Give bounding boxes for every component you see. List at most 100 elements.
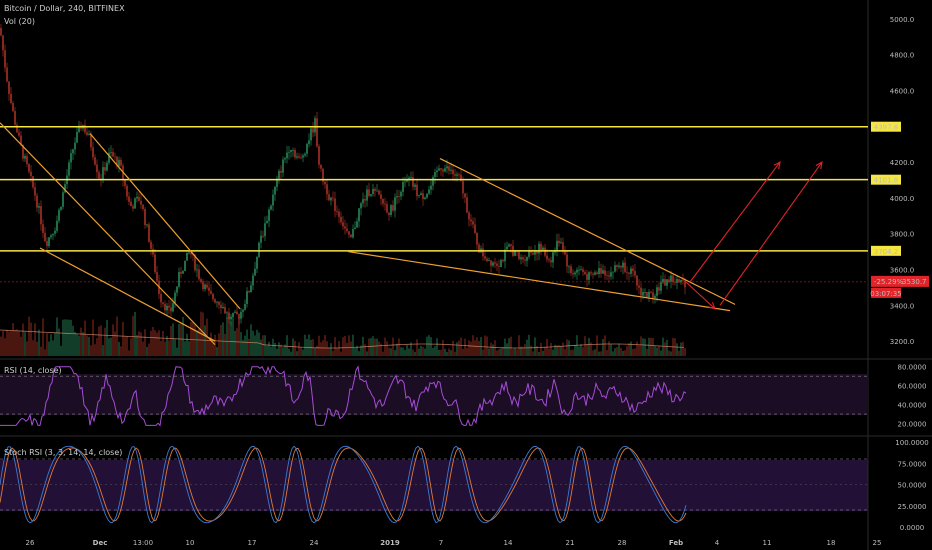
volume-bar [516,349,518,356]
candle-body [24,156,26,159]
candle-body [202,281,204,290]
volume-bar [174,339,176,356]
candle-body [98,172,100,179]
horizontal-levels [0,125,868,283]
candle-body [168,305,170,308]
x-axis-tick-label: 13:00 [133,539,153,547]
candle-body [52,233,54,236]
volume-bar [8,331,10,356]
candle-body [540,243,542,251]
price-change-label: -25.29% [874,278,904,286]
volume-bar [524,344,526,356]
candle-body [130,201,132,207]
candle-body [580,269,582,271]
volume-bar [300,347,302,356]
candle-body [228,312,230,320]
volume-bar [584,336,586,356]
volume-bar [434,346,436,356]
candle-body [340,216,342,223]
symbol-title[interactable]: Bitcoin / Dollar, 240, BITFINEX [4,4,125,13]
candle-body [236,311,238,315]
x-axis-tick-label: Dec [93,539,108,547]
volume-bar [12,323,14,356]
candle-body [570,266,572,274]
candle-body [488,260,490,262]
volume-bar [614,348,616,356]
rsi-label[interactable]: RSI (14, close) [4,366,62,375]
candle-body [342,222,344,227]
volume-bar [358,351,360,356]
candle-body [248,291,250,293]
volume-bar [532,351,534,356]
volume-bar [270,346,272,356]
axes: 26 Dec 13:00 10 17 24 2019 7 14 21 28 Feb 4 11 18 25 500… [26,16,929,547]
candle-body [304,153,306,156]
candle-body [114,156,116,158]
volume-bar [86,335,88,356]
candle-body [668,279,670,282]
candle-body [434,172,436,177]
volume-bar [98,326,100,356]
candle-body [654,295,656,298]
volume-bar [182,316,184,356]
volume-bar [566,339,568,356]
price-badge [871,275,929,287]
candle-body [358,208,360,222]
candle-body [240,311,242,319]
candle-body [432,176,434,186]
volume-bar [656,347,658,356]
candle-body [86,132,88,136]
volume-bar [536,346,538,356]
volume-bar [540,342,542,356]
volume-bar [34,323,36,356]
rsi-axis-tick-label: 40.0000 [898,402,927,410]
candle-body [300,157,302,159]
candle-body [2,35,4,51]
candle-body [494,262,496,264]
candle-body [464,193,466,198]
stoch-rsi-label[interactable]: Stoch RSI (3, 3, 14, 14, close) [4,448,122,457]
candle-body [134,198,136,209]
volume-bar [616,347,618,356]
rsi-axis-tick-label: 80.0000 [898,364,927,372]
volume-bar [330,343,332,356]
volume-bar [116,316,118,356]
volume-bar [258,332,260,356]
volume-bar [52,340,54,356]
candle-body [188,252,190,254]
volume-bar [308,334,310,356]
rsi-band [0,374,868,415]
candle-body [20,135,22,145]
volume-bar [148,343,150,356]
candle-body [422,193,424,200]
candle-body [576,269,578,273]
volume-bar [124,337,126,356]
volume-bar [450,350,452,356]
candle-body [468,212,470,220]
candle-body [204,284,206,290]
volume-bar [328,347,330,356]
candle-body [378,190,380,195]
candle-body [440,168,442,170]
x-axis-tick-label: 26 [26,539,35,547]
volume-bar [118,341,120,356]
x-axis-tick-label: 24 [310,539,319,547]
candle-body [16,124,18,133]
volume-bar [66,319,68,356]
price-axis-tick-label: 3200.0 [890,338,915,346]
volume-bar [442,340,444,356]
candle-body [68,162,70,176]
volume-bar [218,333,220,356]
volume-bar [332,350,334,356]
rsi-line [0,365,687,427]
candle-body [586,274,588,280]
candle-body [612,271,614,273]
candle-body [406,179,408,182]
volume-bar [414,351,416,356]
volume-bar [336,347,338,356]
volume-label[interactable]: Vol (20) [4,17,35,26]
volume-bar [374,338,376,356]
stoch-band [0,460,868,511]
volume-bar [112,324,114,356]
